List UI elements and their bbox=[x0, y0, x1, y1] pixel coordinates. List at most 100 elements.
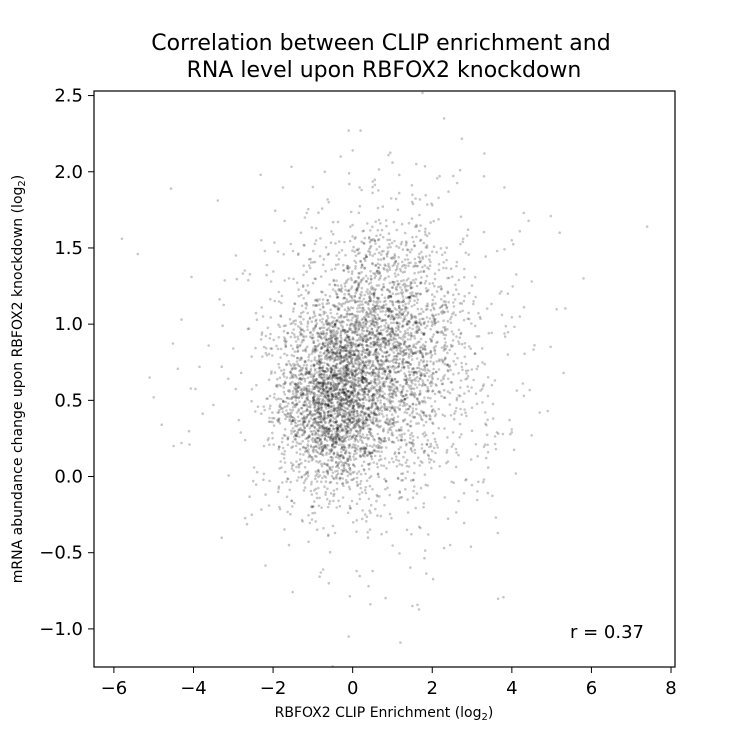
data-point bbox=[374, 274, 378, 278]
data-point bbox=[408, 320, 412, 324]
data-point bbox=[376, 514, 379, 517]
data-point bbox=[345, 435, 349, 439]
data-point bbox=[306, 449, 309, 453]
data-point bbox=[350, 385, 354, 388]
data-point bbox=[370, 307, 374, 311]
data-point bbox=[335, 506, 339, 509]
data-point bbox=[311, 350, 315, 353]
data-point bbox=[297, 385, 300, 388]
data-point bbox=[432, 367, 435, 371]
data-point bbox=[307, 358, 310, 362]
data-point bbox=[336, 453, 339, 457]
data-point bbox=[327, 421, 331, 425]
data-point bbox=[348, 239, 352, 243]
data-point bbox=[337, 376, 341, 380]
data-point bbox=[350, 391, 353, 394]
data-point bbox=[350, 272, 354, 276]
data-point bbox=[337, 462, 340, 466]
data-point bbox=[433, 272, 437, 276]
data-point bbox=[403, 285, 407, 289]
data-point bbox=[353, 439, 357, 443]
data-point bbox=[447, 369, 450, 373]
data-point bbox=[329, 386, 333, 390]
data-point bbox=[393, 239, 396, 243]
data-point bbox=[365, 340, 369, 343]
data-point bbox=[324, 434, 328, 438]
data-point bbox=[343, 285, 347, 288]
data-point bbox=[347, 426, 351, 429]
data-point bbox=[403, 438, 407, 442]
data-point bbox=[344, 398, 347, 401]
data-point bbox=[374, 311, 377, 314]
data-point bbox=[315, 436, 318, 440]
data-point bbox=[334, 324, 337, 328]
data-point bbox=[326, 299, 330, 302]
data-point bbox=[510, 239, 514, 242]
data-point bbox=[314, 444, 318, 448]
data-point bbox=[411, 438, 415, 442]
data-point bbox=[368, 324, 372, 328]
data-point bbox=[359, 429, 363, 432]
data-point bbox=[335, 423, 339, 427]
data-point bbox=[310, 493, 314, 496]
data-point bbox=[358, 251, 361, 255]
data-point bbox=[391, 406, 395, 410]
data-point bbox=[289, 408, 292, 412]
data-point bbox=[459, 215, 463, 218]
data-point bbox=[325, 439, 329, 443]
data-point bbox=[340, 380, 344, 383]
data-point bbox=[314, 239, 318, 242]
data-point bbox=[433, 295, 436, 299]
data-point bbox=[381, 395, 384, 398]
data-point bbox=[180, 441, 183, 445]
data-point bbox=[315, 496, 319, 500]
data-point bbox=[374, 357, 378, 361]
data-point bbox=[375, 378, 378, 381]
data-point bbox=[363, 449, 367, 453]
data-point bbox=[349, 410, 353, 414]
data-point bbox=[327, 444, 330, 447]
data-point bbox=[347, 172, 351, 175]
data-point bbox=[373, 448, 376, 452]
data-point bbox=[432, 372, 435, 375]
data-point bbox=[490, 302, 493, 306]
data-point bbox=[314, 384, 318, 388]
data-point bbox=[347, 368, 350, 371]
data-point bbox=[432, 361, 435, 364]
data-point bbox=[361, 435, 364, 439]
data-point bbox=[346, 380, 350, 383]
data-point bbox=[326, 385, 329, 389]
data-point bbox=[357, 391, 360, 395]
data-point bbox=[377, 341, 380, 344]
data-point bbox=[316, 423, 319, 427]
data-point bbox=[328, 387, 331, 390]
data-point bbox=[382, 285, 385, 289]
data-point bbox=[243, 516, 247, 520]
data-point bbox=[367, 584, 370, 588]
data-point bbox=[296, 350, 299, 354]
data-point bbox=[336, 435, 340, 439]
data-point bbox=[448, 403, 452, 406]
data-point bbox=[286, 436, 290, 439]
data-point bbox=[296, 356, 300, 360]
data-point bbox=[335, 351, 339, 355]
data-point bbox=[330, 387, 334, 391]
data-point bbox=[327, 404, 331, 407]
data-point bbox=[248, 495, 251, 499]
data-point bbox=[358, 425, 361, 429]
data-point bbox=[356, 430, 359, 434]
data-point bbox=[425, 364, 429, 367]
data-point bbox=[395, 308, 398, 312]
data-point bbox=[374, 334, 378, 338]
data-point bbox=[309, 444, 313, 448]
data-point bbox=[326, 346, 329, 350]
data-point bbox=[284, 340, 287, 344]
data-point bbox=[279, 397, 283, 401]
data-point bbox=[329, 382, 333, 385]
data-point bbox=[298, 470, 301, 474]
data-point bbox=[373, 252, 377, 256]
data-point bbox=[455, 451, 458, 454]
data-point bbox=[344, 300, 348, 304]
data-point bbox=[413, 395, 417, 399]
data-point bbox=[491, 417, 495, 420]
